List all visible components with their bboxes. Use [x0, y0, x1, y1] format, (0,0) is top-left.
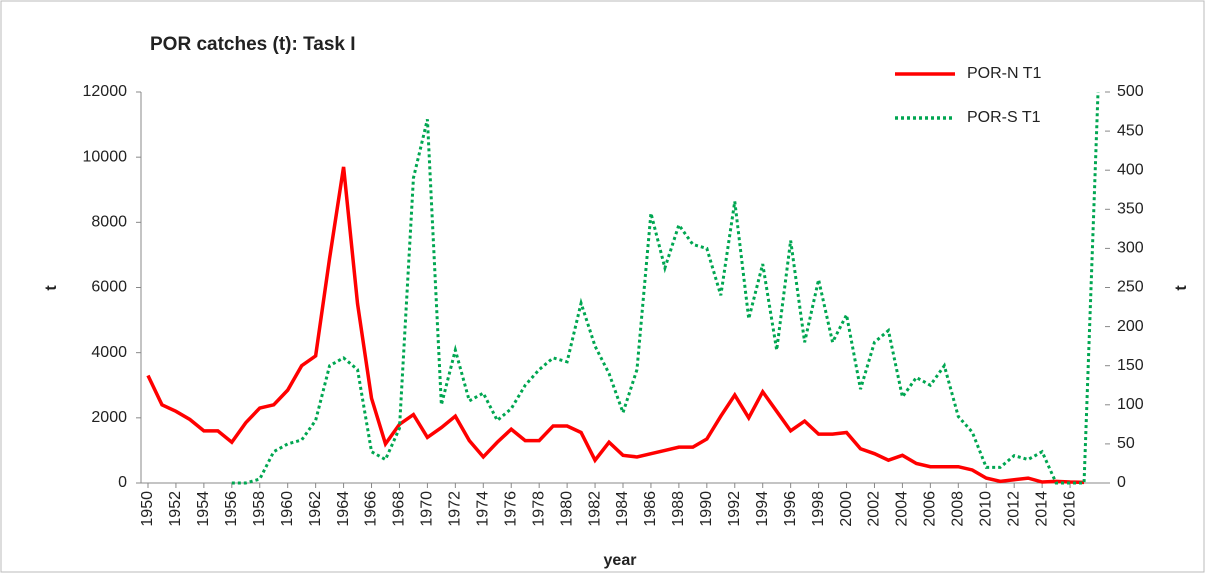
y2-tick-label: 300: [1117, 240, 1144, 257]
x-tick-label: 1960: [279, 491, 296, 527]
legend-label: POR-S T1: [967, 109, 1041, 126]
x-tick-label: 2004: [894, 491, 911, 527]
x-tick-label: 1992: [726, 491, 743, 527]
y2-tick-label: 100: [1117, 396, 1144, 413]
x-tick-label: 2000: [838, 491, 855, 527]
x-tick-label: 1970: [419, 491, 436, 527]
x-tick-label: 2012: [1005, 491, 1022, 527]
x-tick-label: 1964: [335, 491, 352, 527]
chart-title: POR catches (t): Task I: [150, 34, 356, 55]
x-tick-label: 1998: [810, 491, 827, 527]
y-axis-label: t: [43, 285, 60, 291]
y-tick-label: 8000: [91, 214, 127, 231]
y2-tick-label: 0: [1117, 474, 1126, 491]
y-tick-label: 10000: [83, 148, 128, 165]
x-tick-label: 1996: [782, 491, 799, 527]
x-tick-label: 1954: [195, 491, 212, 527]
x-tick-label: 2008: [950, 491, 967, 527]
x-tick-label: 1988: [670, 491, 687, 527]
y2-tick-label: 350: [1117, 201, 1144, 218]
x-tick-label: 1978: [530, 491, 547, 527]
x-tick-label: 1956: [223, 491, 240, 527]
x-tick-label: 1952: [167, 491, 184, 527]
y-tick-label: 6000: [91, 279, 127, 296]
x-axis-label: year: [604, 552, 637, 569]
legend-label: POR-N T1: [967, 65, 1041, 82]
x-tick-label: 2010: [977, 491, 994, 527]
x-tick-label: 1976: [502, 491, 519, 527]
x-tick-label: 1958: [251, 491, 268, 527]
y2-tick-label: 150: [1117, 357, 1144, 374]
series-line: [146, 166, 1085, 485]
y2-tick-label: 200: [1117, 318, 1144, 335]
x-tick-label: 2002: [866, 491, 883, 527]
y2-tick-label: 500: [1117, 83, 1144, 100]
x-tick-label: 1974: [475, 491, 492, 527]
x-tick-label: 1990: [698, 491, 715, 527]
y2-tick-label: 450: [1117, 122, 1144, 139]
x-tick-label: 2014: [1033, 491, 1050, 527]
x-tick-label: 2016: [1061, 491, 1078, 527]
x-tick-label: 1972: [447, 491, 464, 527]
y-tick-label: 12000: [83, 83, 128, 100]
y-tick-label: 4000: [91, 344, 127, 361]
y2-tick-label: 400: [1117, 161, 1144, 178]
y2-axis-label: t: [1173, 285, 1190, 291]
x-tick-label: 1984: [614, 491, 631, 527]
y-tick-label: 0: [118, 474, 127, 491]
y-tick-label: 2000: [91, 409, 127, 426]
y2-tick-label: 50: [1117, 435, 1135, 452]
x-tick-label: 1966: [363, 491, 380, 527]
x-tick-label: 2006: [922, 491, 939, 527]
x-tick-label: 1982: [586, 491, 603, 527]
y2-tick-label: 250: [1117, 279, 1144, 296]
x-tick-label: 1968: [391, 491, 408, 527]
x-tick-label: 1950: [139, 491, 156, 527]
x-tick-label: 1986: [642, 491, 659, 527]
x-tick-label: 1980: [558, 491, 575, 527]
series-line: [231, 91, 1100, 485]
x-tick-label: 1994: [754, 491, 771, 527]
x-tick-label: 1962: [307, 491, 324, 527]
